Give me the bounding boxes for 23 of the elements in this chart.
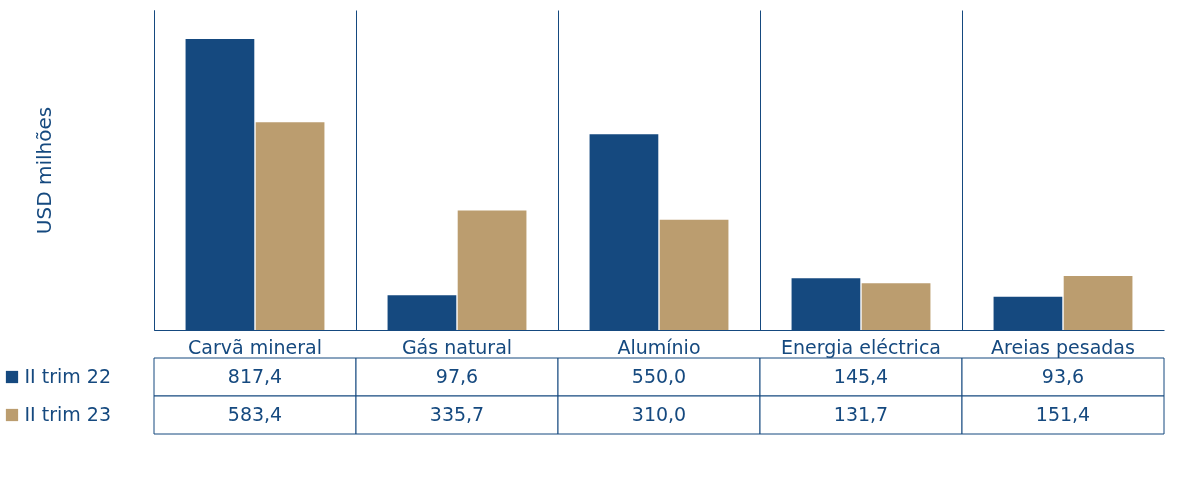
data-label: 583,4 [227,403,283,425]
x-tick-label: Areias pesadas [991,335,1135,358]
legend-label: II trim 22 [24,365,112,387]
bar [255,122,325,330]
data-label: 97,6 [435,365,479,387]
data-label: 145,4 [833,365,889,387]
legend-label: II trim 23 [24,403,112,425]
x-tick-label: Alumínio [617,335,701,358]
x-tick-label: Gás natural [401,335,513,358]
data-label: 151,4 [1035,403,1091,425]
y-axis-title: USD milhões [31,106,56,235]
data-label: 310,0 [631,403,687,425]
data-label: 550,0 [631,365,687,387]
data-label: 131,7 [833,403,889,425]
data-label: 335,7 [429,403,485,425]
data-label: 817,4 [227,365,283,387]
bar [457,210,527,330]
x-tick-label: Energia eléctrica [781,335,941,358]
x-tick-label: Carvã mineral [188,335,322,358]
data-label: 93,6 [1041,365,1085,387]
bar [861,283,931,330]
bar [1063,276,1133,330]
bar [659,219,729,330]
